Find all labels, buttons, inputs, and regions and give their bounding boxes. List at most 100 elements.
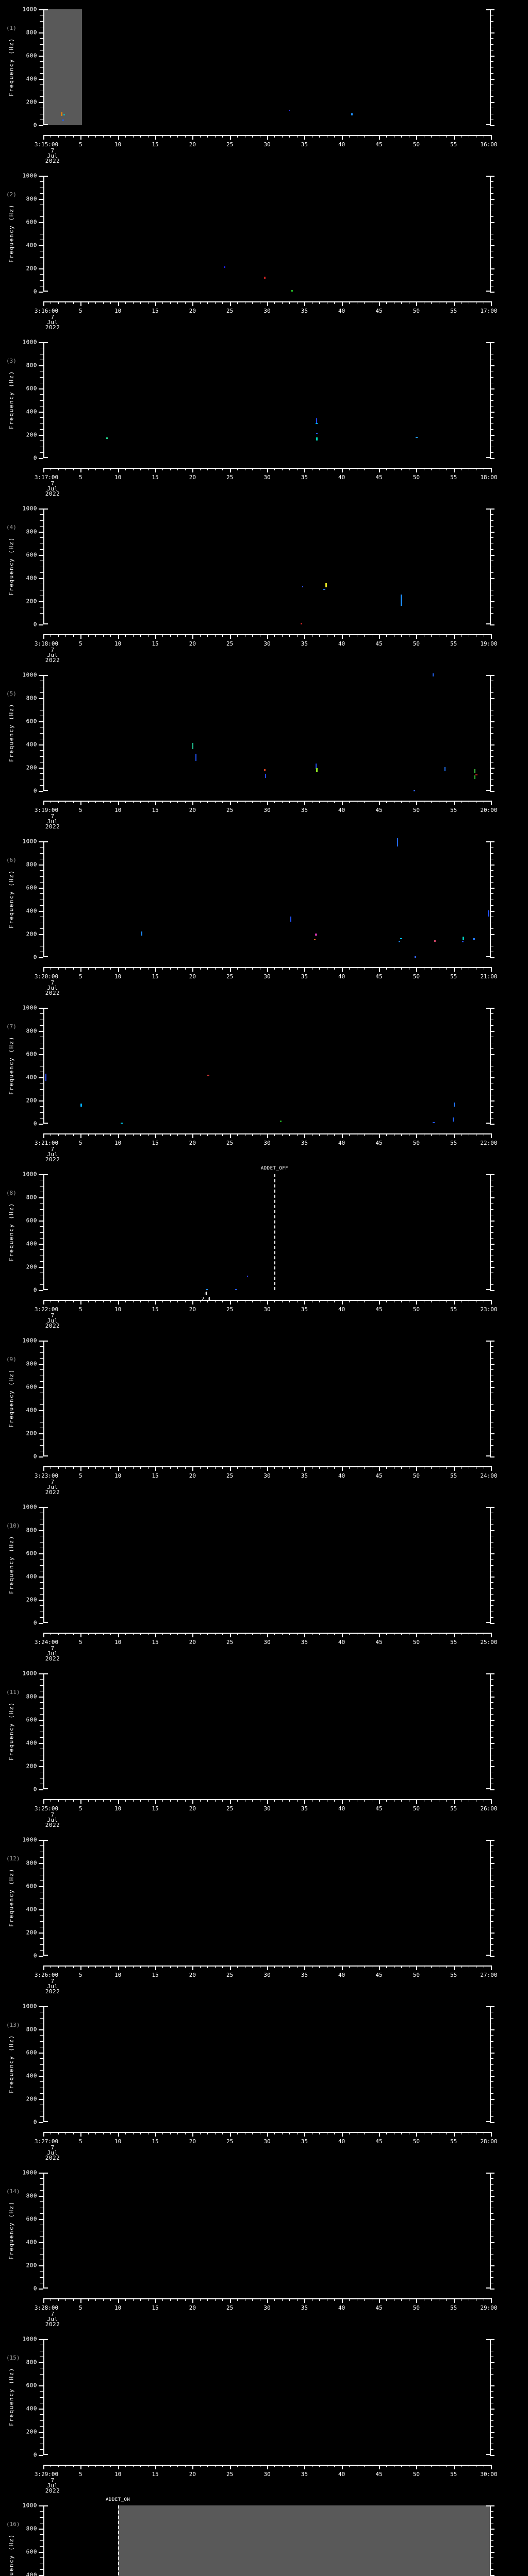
x-tick xyxy=(43,801,44,805)
x-tick xyxy=(140,2132,141,2134)
x-tick xyxy=(252,2132,253,2134)
x-tick xyxy=(162,1300,163,1302)
y-tick-label: 600 xyxy=(26,2382,37,2389)
x-tick-label: 10 xyxy=(114,2138,122,2145)
y-tick xyxy=(40,2236,43,2237)
x-tick xyxy=(95,1799,96,1802)
x-tick xyxy=(155,301,156,306)
x-tick xyxy=(170,301,171,304)
date-line: 2022 xyxy=(45,990,60,996)
y-tick xyxy=(40,1185,43,1187)
point-annotation-line: 4 xyxy=(204,1291,208,1297)
y-tick xyxy=(40,21,43,22)
x-tick xyxy=(401,967,402,970)
y-tick-right xyxy=(490,2511,493,2512)
y-tick xyxy=(40,1588,43,1589)
y-tick-right xyxy=(490,342,494,343)
x-tick xyxy=(110,1633,111,1635)
date-label: 7 Jul 2022 xyxy=(37,980,68,996)
x-tick-label: 15 xyxy=(152,1306,159,1313)
x-tick xyxy=(364,1799,365,1802)
axis-cap xyxy=(43,1008,48,1009)
y-tick xyxy=(40,905,43,906)
x-tick-label: 35 xyxy=(301,640,308,647)
y-tick-label: 800 xyxy=(26,2192,37,2199)
y-tick-right xyxy=(490,2409,494,2410)
x-tick xyxy=(229,2132,231,2137)
detection-point xyxy=(433,673,434,676)
x-tick xyxy=(267,2132,268,2137)
x-tick xyxy=(416,1799,418,1804)
x-tick-label: 10 xyxy=(114,474,122,481)
x-tick xyxy=(43,2465,44,2469)
x-tick xyxy=(192,1133,194,1138)
x-tick xyxy=(222,1799,223,1802)
x-tick-label: 10 xyxy=(114,973,122,980)
x-tick xyxy=(416,301,418,306)
x-tick xyxy=(118,468,119,472)
y-tick-right xyxy=(490,1261,493,1262)
y-tick xyxy=(40,2116,43,2117)
x-tick xyxy=(319,2132,320,2134)
y-tick xyxy=(39,509,43,510)
x-tick xyxy=(162,2132,163,2134)
axis-cap xyxy=(43,2339,48,2340)
y-tick xyxy=(40,2277,43,2278)
x-tick-label: 55 xyxy=(450,2471,457,2478)
x-tick xyxy=(229,1133,231,1138)
x-tick-label: 5 xyxy=(79,1972,82,1978)
x-tick-label: 50 xyxy=(412,640,420,647)
x-tick xyxy=(155,1466,156,1471)
x-tick xyxy=(88,2465,89,2467)
panel-number: (2) xyxy=(6,191,16,198)
date-line: 7 xyxy=(51,2477,55,2484)
date-line: 7 xyxy=(51,1146,55,1153)
x-tick xyxy=(289,1133,290,1136)
x-tick xyxy=(416,468,418,472)
x-tick xyxy=(431,468,432,470)
x-axis-end-label: 21:00 xyxy=(480,973,498,980)
y-tick xyxy=(40,2070,43,2071)
y-tick-label: 800 xyxy=(26,1693,37,1700)
event-marker-label: ADDET_OFF xyxy=(260,1166,289,1171)
spectrogram-panel: (14) Frequency (Hz) 0 200 400 600 800 1000 3:28:… xyxy=(0,2163,528,2330)
x-tick-label: 20 xyxy=(189,2304,196,2311)
x-axis-end-label: 29:00 xyxy=(480,2304,498,2311)
detection-point xyxy=(325,583,327,587)
y-tick-right xyxy=(490,2426,493,2427)
x-tick xyxy=(267,967,268,972)
y-tick-right xyxy=(490,1577,494,1578)
y-tick-right xyxy=(490,274,493,275)
y-tick xyxy=(40,216,43,217)
x-axis: 3:15:00 5 10 15 20 25 30 35 40 45 50 55 16:00 xyxy=(35,135,498,148)
x-tick xyxy=(177,1300,178,1302)
x-tick xyxy=(88,2132,89,2134)
x-tick xyxy=(80,1633,82,1637)
x-tick-label: 5 xyxy=(79,1140,82,1146)
y-tick xyxy=(39,1290,43,1291)
x-tick xyxy=(319,1466,320,1469)
x-tick-label: 15 xyxy=(152,2471,159,2478)
x-tick-label: 30 xyxy=(263,1805,271,1812)
x-tick xyxy=(296,135,298,138)
x-tick xyxy=(192,2132,194,2137)
axis-cap xyxy=(43,9,48,10)
x-tick-label: 45 xyxy=(375,2304,383,2311)
x-tick xyxy=(379,634,380,639)
x-tick-label: 20 xyxy=(189,2471,196,2478)
y-tick-right xyxy=(490,377,493,378)
x-tick-label: 15 xyxy=(152,1472,159,1479)
x-tick xyxy=(43,1133,44,1138)
axis-cap xyxy=(43,2505,48,2506)
axis-cap xyxy=(43,509,48,510)
y-axis-left xyxy=(43,2173,44,2289)
x-tick xyxy=(401,2132,402,2134)
x-tick xyxy=(289,801,290,803)
y-tick-label: 200 xyxy=(26,930,37,938)
y-tick xyxy=(40,1025,43,1026)
x-tick xyxy=(222,135,223,138)
x-tick xyxy=(177,468,178,470)
y-tick-label: 400 xyxy=(26,242,37,249)
x-tick-label: 25 xyxy=(226,973,234,980)
x-tick xyxy=(65,967,67,970)
